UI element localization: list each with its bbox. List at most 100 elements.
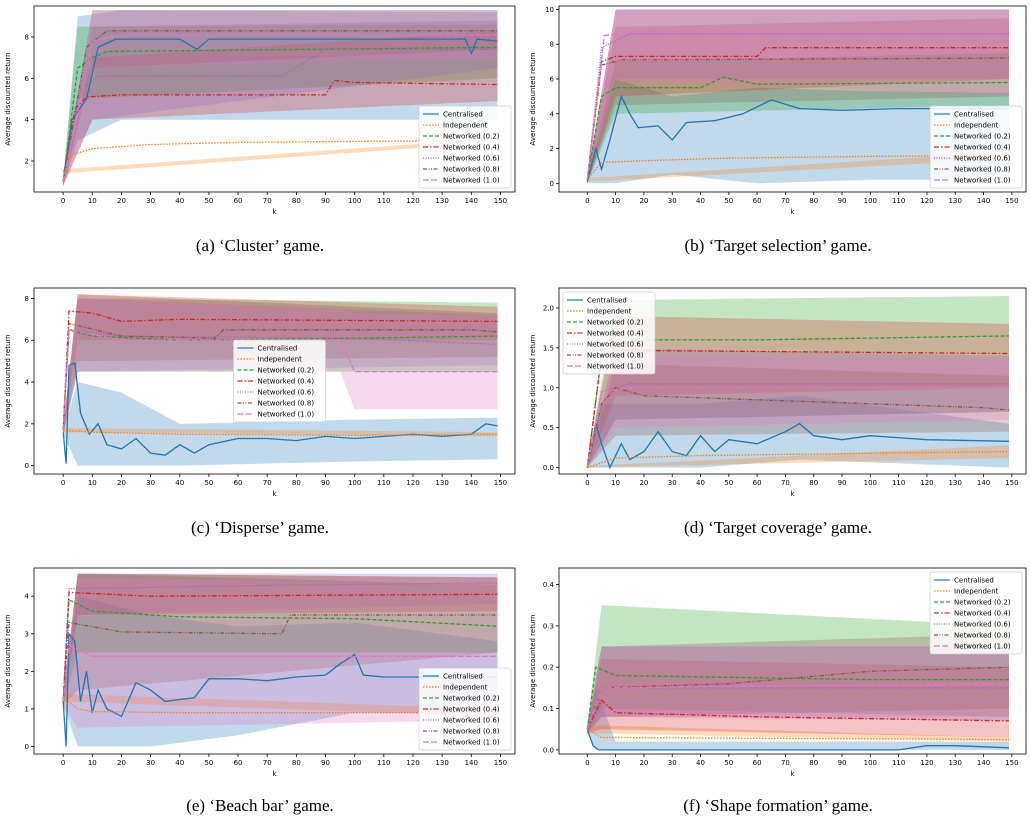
y-tick-label: 0 [25, 743, 29, 751]
x-tick-label: 30 [668, 479, 677, 487]
x-tick-label: 130 [435, 479, 448, 487]
series-line-networked-0-6- [586, 687, 1009, 730]
y-axis-label: Average discounted return [529, 614, 537, 707]
x-tick-label: 110 [377, 197, 390, 205]
x-tick-label: 80 [809, 479, 818, 487]
x-tick-label: 150 [494, 759, 507, 767]
axes-frame [558, 5, 1027, 193]
y-tick-label: 4 [25, 593, 30, 601]
legend-label: Centralised [954, 577, 994, 585]
x-tick-label: 60 [753, 759, 762, 767]
x-tick-label: 90 [321, 759, 330, 767]
x-tick-label: 120 [920, 759, 933, 767]
series-line-networked-0-2- [62, 328, 498, 431]
band-networked-0-2- [587, 52, 1009, 184]
x-tick-label: 70 [781, 197, 790, 205]
band-networked-0-8- [587, 9, 1009, 184]
band-networked-1-0- [587, 646, 1009, 734]
legend-label: Centralised [443, 111, 483, 119]
band-independent [587, 725, 1009, 742]
legend-label: Networked (0.4) [443, 706, 500, 714]
legend-label: Networked (1.0) [954, 643, 1011, 651]
series-line-networked-1-0- [62, 329, 498, 431]
legend-label: Networked (0.2) [954, 133, 1011, 141]
x-tick-label: 100 [864, 197, 877, 205]
chart-panel-0: 0 10 20 30 40 50 60 70 80 90 100 110 120 130 140 150 2 4 6… [4, 5, 516, 216]
x-tick-label: 140 [465, 759, 478, 767]
legend-label: Networked (0.4) [954, 610, 1011, 618]
band-networked-0-4- [63, 573, 498, 706]
band-networked-0-4- [587, 315, 1009, 468]
band-networked-0-6- [587, 9, 1009, 184]
x-tick-label: 90 [838, 479, 847, 487]
legend-label: Networked (0.6) [443, 717, 500, 725]
x-tick-label: 50 [724, 197, 733, 205]
x-tick-label: 10 [88, 197, 97, 205]
band-independent [63, 138, 498, 174]
chart-panel-5: 0 10 20 30 40 50 60 70 80 90 100 110 120 130 140 150 0.0… [529, 567, 1027, 778]
x-tick-label: 50 [204, 759, 213, 767]
legend-label: Independent [443, 122, 488, 130]
band-networked-0-8- [587, 634, 1009, 734]
legend-label: Networked (0.4) [954, 144, 1011, 152]
y-tick-label: 0.3 [543, 622, 554, 630]
axes-frame [33, 5, 516, 193]
x-tick-label: 40 [696, 197, 705, 205]
x-tick-label: 130 [949, 759, 962, 767]
x-tick-label: 140 [977, 197, 990, 205]
y-tick-label: 0.2 [543, 664, 554, 672]
legend-label: Networked (0.4) [587, 330, 644, 338]
band-independent [63, 693, 498, 717]
legend-label: Networked (0.2) [443, 695, 500, 703]
legend-label: Networked (0.6) [954, 621, 1011, 629]
series-line-independent [587, 450, 1010, 469]
x-tick-label: 10 [611, 759, 620, 767]
panel-caption: (e) ‘Beach bar’ game. [186, 796, 334, 815]
x-tick-label: 80 [809, 759, 818, 767]
x-tick-label: 110 [892, 759, 905, 767]
legend: Centralised Independent Networked (0.2) Net… [233, 339, 326, 423]
x-tick-label: 80 [292, 197, 301, 205]
y-tick-label: 8 [550, 41, 554, 49]
y-tick-label: 1.5 [543, 344, 554, 352]
series-line-networked-0-8- [62, 322, 498, 431]
series-line-networked-0-4- [62, 591, 498, 702]
x-tick-label: 80 [809, 197, 818, 205]
x-axis-label: k [272, 490, 277, 498]
series-line-networked-1-0- [586, 387, 1009, 468]
band-centralised [587, 79, 1009, 184]
band-independent [587, 445, 1009, 468]
series-line-networked-0-6- [62, 582, 498, 702]
series-line-networked-0-4- [62, 310, 498, 431]
x-tick-label: 90 [321, 479, 330, 487]
panel-caption: (d) ‘Target coverage’ game. [684, 518, 872, 537]
band-centralised [587, 395, 1009, 468]
x-tick-label: 30 [146, 759, 155, 767]
x-tick-label: 120 [920, 197, 933, 205]
x-tick-label: 0 [61, 197, 65, 205]
x-tick-label: 40 [175, 197, 184, 205]
x-tick-label: 110 [892, 197, 905, 205]
legend-label: Networked (1.0) [954, 177, 1011, 185]
x-tick-label: 120 [406, 197, 419, 205]
series-line-centralised [586, 94, 1009, 182]
band-networked-0-8- [63, 573, 498, 706]
x-tick-label: 0 [61, 759, 65, 767]
y-tick-label: 6 [25, 337, 30, 345]
axes-frame [558, 287, 1027, 475]
bands [587, 605, 1009, 750]
series-line-networked-0-8- [62, 30, 498, 182]
x-tick-label: 90 [838, 759, 847, 767]
x-tick-label: 110 [377, 759, 390, 767]
panel-caption: (c) ‘Disperse’ game. [191, 518, 329, 537]
x-tick-label: 100 [348, 197, 361, 205]
y-tick-label: 2 [25, 158, 29, 166]
band-independent [587, 152, 1009, 182]
series-line-independent [586, 154, 1010, 181]
band-networked-0-6- [587, 347, 1009, 468]
series-line-independent [586, 728, 1010, 741]
x-tick-label: 30 [668, 759, 677, 767]
x-tick-label: 10 [88, 759, 97, 767]
band-centralised [63, 382, 498, 466]
series-line-networked-0-2- [586, 666, 1009, 730]
